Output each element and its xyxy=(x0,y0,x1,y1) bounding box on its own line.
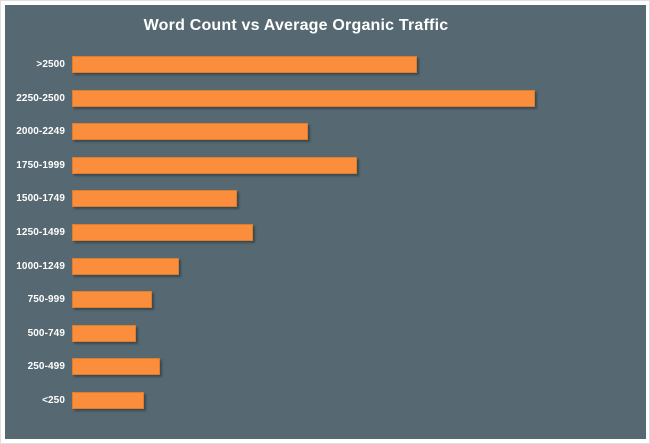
chart-row: <250 xyxy=(5,383,646,417)
bar xyxy=(72,123,309,141)
chart-row: 500-749 xyxy=(5,316,646,350)
category-label: 1750-1999 xyxy=(16,159,65,171)
bar xyxy=(72,156,358,174)
chart-row: 250-499 xyxy=(5,350,646,384)
chart-title: Word Count vs Average Organic Traffic xyxy=(143,17,449,34)
category-label: 250-499 xyxy=(27,361,65,373)
bar xyxy=(72,56,417,74)
category-label: 750-999 xyxy=(27,294,65,306)
chart-row: 1250-1499 xyxy=(5,216,646,250)
bar xyxy=(72,358,160,376)
category-label: 2000-2249 xyxy=(16,126,65,138)
bar-chart: Word Count vs Average Organic Traffic >2… xyxy=(5,5,646,439)
category-label: 1250-1499 xyxy=(16,227,65,238)
category-label: >2500 xyxy=(36,59,65,71)
bar xyxy=(72,391,145,409)
category-label: <250 xyxy=(42,394,65,406)
bar xyxy=(72,224,254,241)
category-label: 2250-2500 xyxy=(16,92,65,104)
chart-row: 1500-1749 xyxy=(5,182,646,216)
category-label: 1500-1749 xyxy=(16,193,65,205)
chart-row: >2500 xyxy=(5,48,646,82)
bar xyxy=(72,257,179,275)
chart-rows: >2500 2250-2500 2000-2249 1750-1999 1500-174… xyxy=(5,48,646,417)
chart-row: 750-999 xyxy=(5,283,646,317)
bar xyxy=(72,89,535,107)
chart-row: 2250-2500 xyxy=(5,82,646,116)
chart-row: 1000-1249 xyxy=(5,249,646,283)
category-label: 1000-1249 xyxy=(16,260,65,272)
bar xyxy=(72,324,136,342)
chart-row: 2000-2249 xyxy=(5,115,646,149)
bar xyxy=(72,291,153,309)
category-label: 500-749 xyxy=(27,327,65,339)
chart-row: 1750-1999 xyxy=(5,149,646,183)
bar xyxy=(72,190,237,208)
